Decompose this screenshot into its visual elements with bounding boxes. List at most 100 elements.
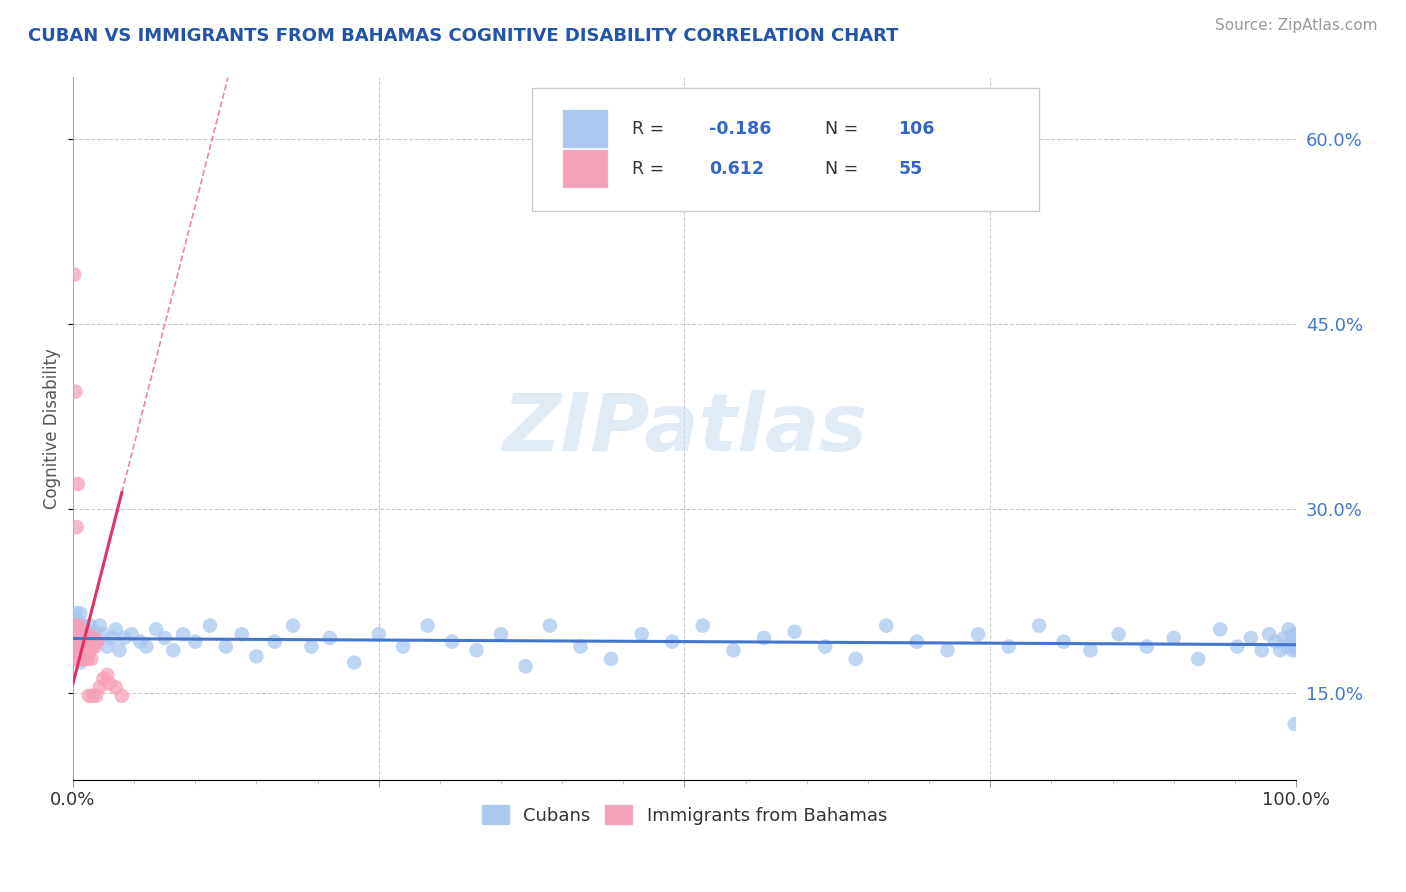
Point xyxy=(67,640,90,654)
Point xyxy=(89,618,111,632)
Point xyxy=(1285,627,1308,641)
Point xyxy=(84,689,107,703)
Point xyxy=(723,643,745,657)
Point xyxy=(65,520,87,534)
Point xyxy=(70,631,93,645)
Point xyxy=(65,640,87,654)
Point xyxy=(65,634,87,648)
Point xyxy=(367,627,389,641)
Point xyxy=(86,634,108,648)
Point xyxy=(1285,627,1308,641)
Point xyxy=(1209,623,1232,637)
Point xyxy=(80,652,103,666)
Point xyxy=(93,627,115,641)
Point xyxy=(905,634,928,648)
Point xyxy=(1272,631,1295,645)
Point xyxy=(67,631,90,645)
Point xyxy=(76,634,98,648)
Point xyxy=(441,634,464,648)
Point xyxy=(319,631,342,645)
Point xyxy=(66,477,89,491)
Point xyxy=(72,634,94,648)
Text: -0.186: -0.186 xyxy=(709,120,772,137)
Text: 0.612: 0.612 xyxy=(709,160,763,178)
Point xyxy=(63,631,86,645)
Text: R =: R = xyxy=(631,160,664,178)
Text: ZIPatlas: ZIPatlas xyxy=(502,390,868,467)
Point xyxy=(75,623,97,637)
Point xyxy=(967,627,990,641)
Point xyxy=(135,640,157,654)
Point xyxy=(65,640,87,654)
Text: R =: R = xyxy=(631,120,664,137)
Point xyxy=(65,652,87,666)
Point xyxy=(231,627,253,641)
Point xyxy=(108,643,131,657)
Point xyxy=(997,640,1019,654)
Point xyxy=(112,631,135,645)
Point xyxy=(1163,631,1185,645)
Text: 106: 106 xyxy=(898,120,935,137)
Point xyxy=(569,640,592,654)
Point xyxy=(65,647,87,661)
Point xyxy=(66,640,89,654)
Point xyxy=(76,652,98,666)
FancyBboxPatch shape xyxy=(564,111,607,147)
Point xyxy=(66,623,89,637)
Point xyxy=(84,624,107,639)
Point xyxy=(63,268,86,282)
Point xyxy=(153,631,176,645)
Point xyxy=(72,631,94,645)
Text: Source: ZipAtlas.com: Source: ZipAtlas.com xyxy=(1215,18,1378,33)
Point xyxy=(215,640,238,654)
Point xyxy=(65,624,87,639)
Point xyxy=(1285,640,1308,654)
Point xyxy=(77,627,100,641)
Point xyxy=(875,618,897,632)
Point xyxy=(1279,634,1302,648)
Y-axis label: Cognitive Disability: Cognitive Disability xyxy=(44,348,60,509)
Point xyxy=(72,618,94,632)
Text: N =: N = xyxy=(825,120,859,137)
Point xyxy=(343,656,366,670)
Point xyxy=(65,643,87,657)
Point xyxy=(66,637,89,651)
Point xyxy=(69,652,91,666)
Point xyxy=(600,652,623,666)
Point xyxy=(1250,643,1272,657)
Point xyxy=(1275,640,1298,654)
Point xyxy=(73,643,96,657)
Point xyxy=(67,652,90,666)
Point xyxy=(129,634,152,648)
Point xyxy=(73,631,96,645)
Point xyxy=(80,631,103,645)
Point xyxy=(82,689,104,703)
Point xyxy=(692,618,714,632)
Point xyxy=(96,668,118,682)
Point xyxy=(1282,627,1305,641)
Point xyxy=(69,656,91,670)
Point xyxy=(416,618,439,632)
Point xyxy=(1258,627,1281,641)
Point xyxy=(515,659,537,673)
Point xyxy=(1226,640,1249,654)
Point xyxy=(75,652,97,666)
Point xyxy=(63,652,86,666)
Point xyxy=(1285,643,1308,657)
Point xyxy=(70,640,93,654)
Point xyxy=(75,643,97,657)
Point xyxy=(1284,640,1306,654)
Text: CUBAN VS IMMIGRANTS FROM BAHAMAS COGNITIVE DISABILITY CORRELATION CHART: CUBAN VS IMMIGRANTS FROM BAHAMAS COGNITI… xyxy=(28,27,898,45)
Point xyxy=(70,643,93,657)
Point xyxy=(489,627,512,641)
Point xyxy=(63,631,86,645)
Point xyxy=(73,649,96,664)
Point xyxy=(661,634,683,648)
Point xyxy=(172,627,194,641)
Point xyxy=(69,643,91,657)
Point xyxy=(70,627,93,641)
Point xyxy=(75,640,97,654)
Point xyxy=(89,680,111,694)
Point xyxy=(69,624,91,639)
Point xyxy=(66,652,89,666)
